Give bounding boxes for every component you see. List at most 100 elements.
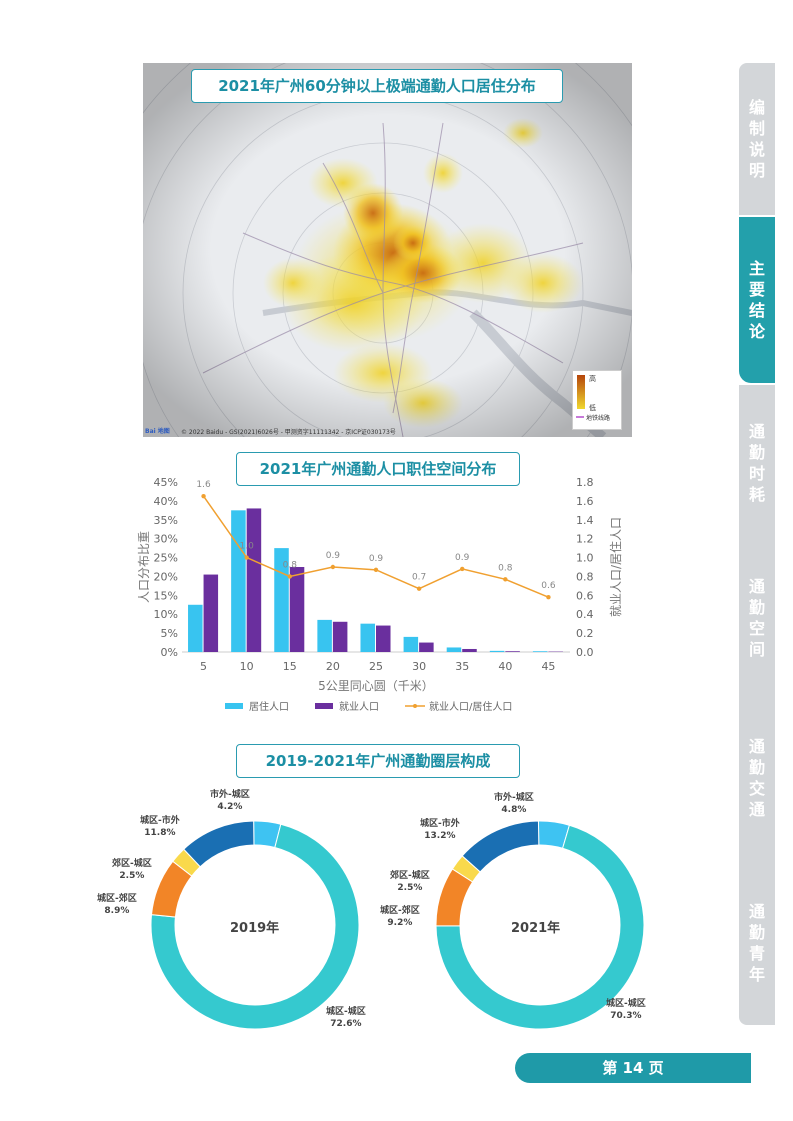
slice-value: 70.3% xyxy=(610,1011,642,1021)
legend-swatch-dot xyxy=(413,704,417,708)
legend-gradient xyxy=(577,375,585,409)
bar-residence xyxy=(446,647,462,652)
x-axis-title: 5公里同心圆（千米） xyxy=(318,679,434,693)
y-tick-right: 1.2 xyxy=(576,533,594,546)
donut-2019-center: 2019年 xyxy=(230,921,280,936)
bar-employment xyxy=(246,508,262,652)
ratio-point xyxy=(373,567,379,573)
bar-residence xyxy=(188,604,203,652)
ratio-data-label: 0.9 xyxy=(369,554,384,564)
tab-label: 编制说明 xyxy=(748,98,765,180)
job-housing-chart: 0% 5% 10% 15% 20% 25% 30% 35% 40% 45% 0.0 0.2 0.4 0.6… xyxy=(137,476,623,713)
ratio-point xyxy=(287,574,292,579)
bar-residence xyxy=(532,651,548,652)
tab-label: 通勤交通 xyxy=(748,736,765,819)
slice-name: 城区-郊区 xyxy=(380,906,420,916)
donut-2019 xyxy=(150,820,360,1030)
bar-residence xyxy=(403,636,419,652)
donut-slice xyxy=(461,820,540,873)
ratio-point xyxy=(546,595,551,600)
legend-high: 高 xyxy=(589,375,596,383)
y-tick-right: 0.0 xyxy=(576,646,594,659)
y-tick-left: 20% xyxy=(154,570,178,583)
slice-name: 郊区-城区 xyxy=(390,871,430,881)
y-axis-title-right: 就业人口/居住人口 xyxy=(609,517,623,617)
donut-2021-label-chengqu-jiaoqu: 城区-郊区 9.2% xyxy=(380,905,420,929)
donut-slice xyxy=(183,820,255,868)
donut-section-title: 2019-2021年广州通勤圈层构成 xyxy=(236,744,520,778)
ratio-data-label: 0.9 xyxy=(455,553,470,563)
baidu-logo: Bai 地图 xyxy=(145,428,170,435)
donut-2021-label-jiaoqu-chengqu: 郊区-城区 2.5% xyxy=(390,870,430,894)
y-tick-left: 0% xyxy=(161,646,178,659)
slice-value: 8.9% xyxy=(104,906,130,916)
slice-name: 城区-城区 xyxy=(606,999,646,1009)
x-tick-label: 25 xyxy=(369,660,383,673)
bar-employment xyxy=(462,648,477,652)
y-tick-right: 0.8 xyxy=(576,570,594,583)
map-background xyxy=(143,63,632,437)
slice-name: 市外-城区 xyxy=(210,790,250,800)
slice-value: 9.2% xyxy=(387,918,413,928)
legend-swatch xyxy=(315,703,333,709)
legend-low: 低 xyxy=(589,404,596,412)
slice-value: 13.2% xyxy=(424,831,456,841)
donut-2019-label-chengqu-chengqu: 城区-城区 72.6% xyxy=(326,1006,366,1030)
donut-2021-label-chengqu-shiwai: 城区-市外 13.2% xyxy=(420,818,460,842)
bar-employment xyxy=(376,625,391,652)
map-title: 2021年广州60分钟以上极端通勤人口居住分布 xyxy=(191,69,563,103)
ratio-data-label: 0.6 xyxy=(541,581,556,591)
slice-name: 城区-城区 xyxy=(326,1007,366,1017)
slice-name: 郊区-城区 xyxy=(112,859,152,869)
metro-line-swatch xyxy=(576,416,584,418)
legend-label: 就业人口/居住人口 xyxy=(429,700,512,713)
page-number: 第 14 页 xyxy=(515,1053,751,1083)
tab-tongqin-kongjian[interactable]: 通勤空间 xyxy=(739,540,775,695)
donut-slice xyxy=(150,823,360,1030)
tab-tongqin-jiaotong[interactable]: 通勤交通 xyxy=(739,695,775,860)
y-tick-left: 5% xyxy=(161,627,178,640)
bar-employment xyxy=(289,567,305,652)
donut-slice xyxy=(435,824,645,1030)
slice-value: 4.8% xyxy=(501,805,527,815)
tab-label: 通勤时耗 xyxy=(748,421,765,504)
tab-zhuyao-jielun[interactable]: 主要结论 xyxy=(739,217,775,383)
y-axis-title-left: 人口分布比重 xyxy=(137,531,151,603)
y-tick-right: 0.4 xyxy=(576,608,594,621)
bar-residence xyxy=(360,623,375,652)
ratio-point xyxy=(330,564,336,570)
slice-name: 城区-市外 xyxy=(140,816,180,826)
ratio-data-label: 0.8 xyxy=(498,563,513,573)
tab-bianzhi-shuoming[interactable]: 编制说明 xyxy=(739,63,775,215)
tab-label: 通勤青年 xyxy=(748,901,765,984)
x-tick-label: 10 xyxy=(240,660,254,673)
slice-name: 城区-郊区 xyxy=(97,894,137,904)
ratio-data-label: 0.9 xyxy=(326,551,341,561)
slice-name: 城区-市外 xyxy=(420,819,460,829)
y-tick-right: 1.8 xyxy=(576,476,594,489)
donut-2019-label-shiwai-chengqu: 市外-城区 4.2% xyxy=(210,789,250,813)
y-tick-right: 0.6 xyxy=(576,589,594,602)
ratio-data-label: 1.0 xyxy=(240,542,255,552)
slice-value: 4.2% xyxy=(217,802,243,812)
y-tick-left: 25% xyxy=(154,552,178,565)
x-tick-label: 15 xyxy=(283,660,297,673)
map-legend: 高 低 地铁线路 xyxy=(572,370,622,430)
donut-2021-center: 2021年 xyxy=(511,921,561,936)
tab-tongqin-qingnian[interactable]: 通勤青年 xyxy=(739,860,775,1025)
legend-swatch xyxy=(225,703,243,709)
tab-tongqin-shihao[interactable]: 通勤时耗 xyxy=(739,385,775,540)
ratio-data-label: 0.8 xyxy=(283,560,298,570)
donut-2021-label-shiwai-chengqu: 市外-城区 4.8% xyxy=(494,792,534,816)
x-tick-label: 45 xyxy=(541,660,555,673)
slice-value: 2.5% xyxy=(397,883,423,893)
slice-value: 11.8% xyxy=(144,828,176,838)
ratio-point xyxy=(244,555,249,560)
y-tick-right: 0.2 xyxy=(576,627,594,640)
ratio-point xyxy=(503,577,508,582)
bar-residence xyxy=(231,510,246,652)
bar-employment xyxy=(419,642,434,652)
tab-label: 通勤空间 xyxy=(748,576,765,659)
bar-employment xyxy=(332,621,348,652)
y-tick-left: 45% xyxy=(154,476,178,489)
